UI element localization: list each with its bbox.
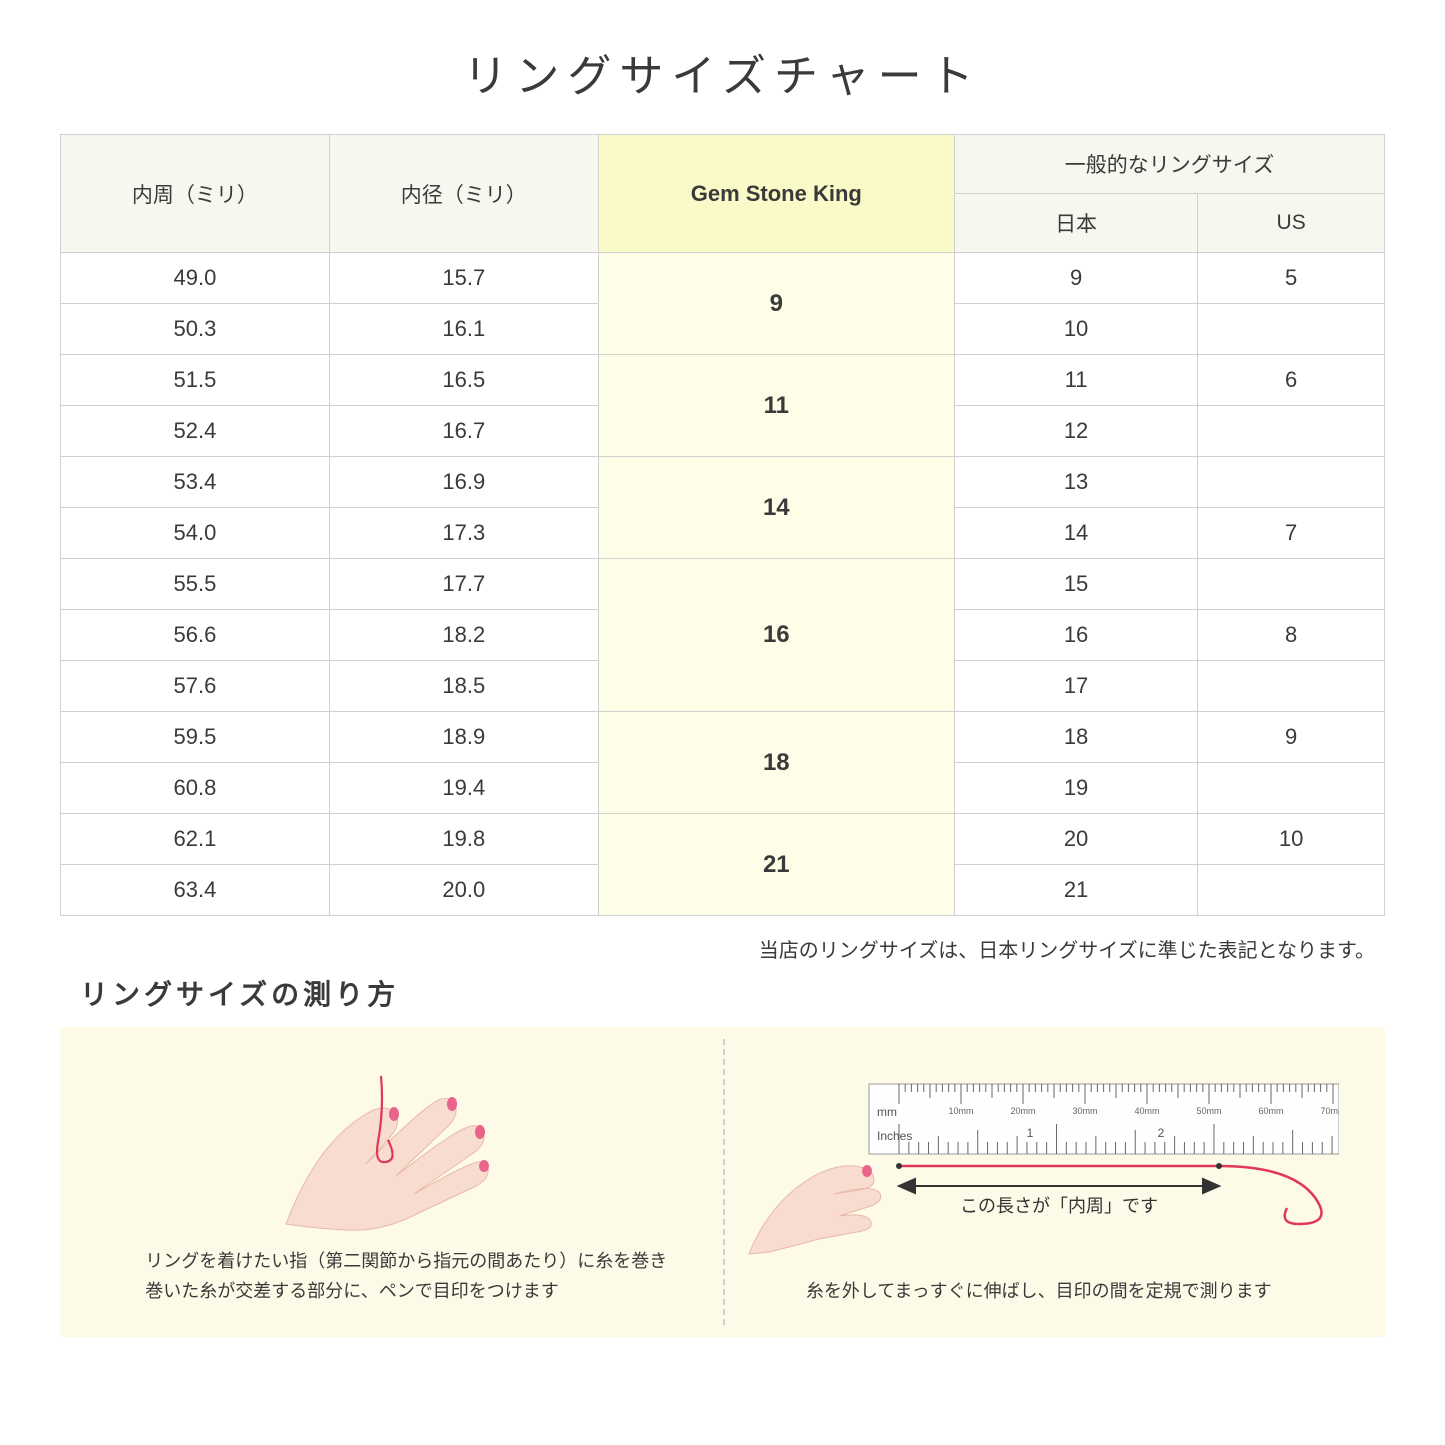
cell-circumference: 63.4	[61, 865, 330, 916]
cell-us: 9	[1198, 712, 1385, 763]
cell-japan: 21	[954, 865, 1197, 916]
cell-circumference: 52.4	[61, 406, 330, 457]
length-label: この長さが「内周」です	[960, 1196, 1158, 1216]
cell-diameter: 16.9	[329, 457, 598, 508]
hand-wrap-icon	[226, 1054, 586, 1234]
svg-text:2: 2	[1157, 1126, 1164, 1140]
th-diameter: 内径（ミリ）	[329, 135, 598, 253]
table-note: 当店のリングサイズは、日本リングサイズに準じた表記となります。	[60, 934, 1385, 963]
cell-japan: 12	[954, 406, 1197, 457]
cell-japan: 9	[954, 253, 1197, 304]
cell-us	[1198, 865, 1385, 916]
cell-diameter: 20.0	[329, 865, 598, 916]
th-us: US	[1198, 194, 1385, 253]
cell-circumference: 55.5	[61, 559, 330, 610]
svg-text:60mm: 60mm	[1258, 1106, 1283, 1116]
instructions-panel: リングを着けたい指（第二関節から指元の間あたり）に糸を巻き 巻いた糸が交差する部…	[60, 1027, 1385, 1337]
cell-japan: 19	[954, 763, 1197, 814]
th-circumference: 内周（ミリ）	[61, 135, 330, 253]
cell-circumference: 49.0	[61, 253, 330, 304]
svg-text:30mm: 30mm	[1072, 1106, 1097, 1116]
cell-us: 5	[1198, 253, 1385, 304]
cell-circumference: 50.3	[61, 304, 330, 355]
cell-diameter: 17.3	[329, 508, 598, 559]
cell-diameter: 16.1	[329, 304, 598, 355]
cell-diameter: 16.5	[329, 355, 598, 406]
cell-gsk: 9	[598, 253, 954, 355]
cell-circumference: 60.8	[61, 763, 330, 814]
ruler-in-label: Inches	[877, 1129, 912, 1143]
table-row: 51.516.511116	[61, 355, 1385, 406]
svg-text:10mm: 10mm	[948, 1106, 973, 1116]
cell-japan: 20	[954, 814, 1197, 865]
svg-text:70mm: 70mm	[1320, 1106, 1339, 1116]
cell-japan: 11	[954, 355, 1197, 406]
cell-diameter: 18.9	[329, 712, 598, 763]
svg-text:1: 1	[1026, 1126, 1033, 1140]
cell-japan: 13	[954, 457, 1197, 508]
instruction-left-line1: リングを着けたい指（第二関節から指元の間あたり）に糸を巻き	[145, 1251, 667, 1271]
table-row: 55.517.71615	[61, 559, 1385, 610]
instructions-title: リングサイズの測り方	[80, 973, 1385, 1013]
instruction-left-line2: 巻いた糸が交差する部分に、ペンで目印をつけます	[145, 1281, 558, 1301]
cell-circumference: 54.0	[61, 508, 330, 559]
cell-us	[1198, 661, 1385, 712]
cell-us: 6	[1198, 355, 1385, 406]
cell-circumference: 57.6	[61, 661, 330, 712]
cell-gsk: 21	[598, 814, 954, 916]
cell-circumference: 56.6	[61, 610, 330, 661]
ruler-measure-icon: mm Inches 10mm 20mm 30mm 40mm 50mm 60mm 70mm 1…	[739, 1074, 1339, 1264]
cell-diameter: 15.7	[329, 253, 598, 304]
instruction-right: mm Inches 10mm 20mm 30mm 40mm 50mm 60mm 70mm 1…	[723, 1047, 1356, 1307]
cell-us	[1198, 406, 1385, 457]
cell-japan: 10	[954, 304, 1197, 355]
cell-us: 8	[1198, 610, 1385, 661]
cell-japan: 16	[954, 610, 1197, 661]
cell-us: 7	[1198, 508, 1385, 559]
table-row: 49.015.7995	[61, 253, 1385, 304]
ring-size-table: 内周（ミリ） 内径（ミリ） Gem Stone King 一般的なリングサイズ …	[60, 134, 1385, 916]
instruction-left-text: リングを着けたい指（第二関節から指元の間あたり）に糸を巻き 巻いた糸が交差する部…	[125, 1246, 687, 1307]
th-gsk: Gem Stone King	[598, 135, 954, 253]
cell-gsk: 16	[598, 559, 954, 712]
cell-us: 10	[1198, 814, 1385, 865]
cell-japan: 14	[954, 508, 1197, 559]
cell-japan: 18	[954, 712, 1197, 763]
cell-japan: 15	[954, 559, 1197, 610]
cell-diameter: 19.8	[329, 814, 598, 865]
th-common-group: 一般的なリングサイズ	[954, 135, 1384, 194]
cell-gsk: 11	[598, 355, 954, 457]
table-row: 59.518.918189	[61, 712, 1385, 763]
table-row: 53.416.91413	[61, 457, 1385, 508]
cell-circumference: 62.1	[61, 814, 330, 865]
cell-gsk: 14	[598, 457, 954, 559]
cell-circumference: 59.5	[61, 712, 330, 763]
cell-diameter: 18.2	[329, 610, 598, 661]
svg-text:40mm: 40mm	[1134, 1106, 1159, 1116]
page-title: リングサイズチャート	[60, 40, 1385, 104]
cell-us	[1198, 559, 1385, 610]
cell-diameter: 19.4	[329, 763, 598, 814]
svg-text:20mm: 20mm	[1010, 1106, 1035, 1116]
instruction-right-text: 糸を外してまっすぐに伸ばし、目印の間を定規で測ります	[786, 1276, 1292, 1307]
th-japan: 日本	[954, 194, 1197, 253]
cell-us	[1198, 304, 1385, 355]
table-row: 62.119.8212010	[61, 814, 1385, 865]
cell-circumference: 51.5	[61, 355, 330, 406]
instruction-left: リングを着けたい指（第二関節から指元の間あたり）に糸を巻き 巻いた糸が交差する部…	[90, 1047, 723, 1307]
cell-diameter: 18.5	[329, 661, 598, 712]
cell-diameter: 16.7	[329, 406, 598, 457]
cell-japan: 17	[954, 661, 1197, 712]
cell-diameter: 17.7	[329, 559, 598, 610]
cell-us	[1198, 457, 1385, 508]
cell-circumference: 53.4	[61, 457, 330, 508]
cell-gsk: 18	[598, 712, 954, 814]
cell-us	[1198, 763, 1385, 814]
svg-text:50mm: 50mm	[1196, 1106, 1221, 1116]
ruler-mm-label: mm	[877, 1105, 897, 1119]
